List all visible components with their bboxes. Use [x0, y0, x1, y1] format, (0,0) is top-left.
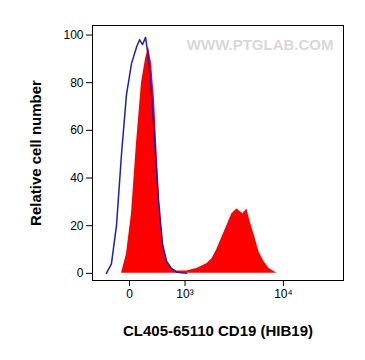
svg-text:WWW.PTGLAB.COM: WWW.PTGLAB.COM [187, 36, 334, 53]
svg-text:CL405-65110 CD19 (HIB19): CL405-65110 CD19 (HIB19) [123, 322, 313, 339]
svg-text:10³: 10³ [176, 287, 193, 301]
svg-text:20: 20 [70, 219, 84, 233]
svg-text:0: 0 [126, 287, 133, 301]
svg-text:Relative cell number: Relative cell number [27, 80, 44, 226]
svg-text:40: 40 [70, 171, 84, 185]
svg-text:80: 80 [70, 76, 84, 90]
svg-text:0: 0 [77, 266, 84, 280]
svg-text:10⁴: 10⁴ [274, 287, 293, 301]
svg-text:60: 60 [70, 123, 84, 137]
svg-text:100: 100 [63, 28, 83, 42]
